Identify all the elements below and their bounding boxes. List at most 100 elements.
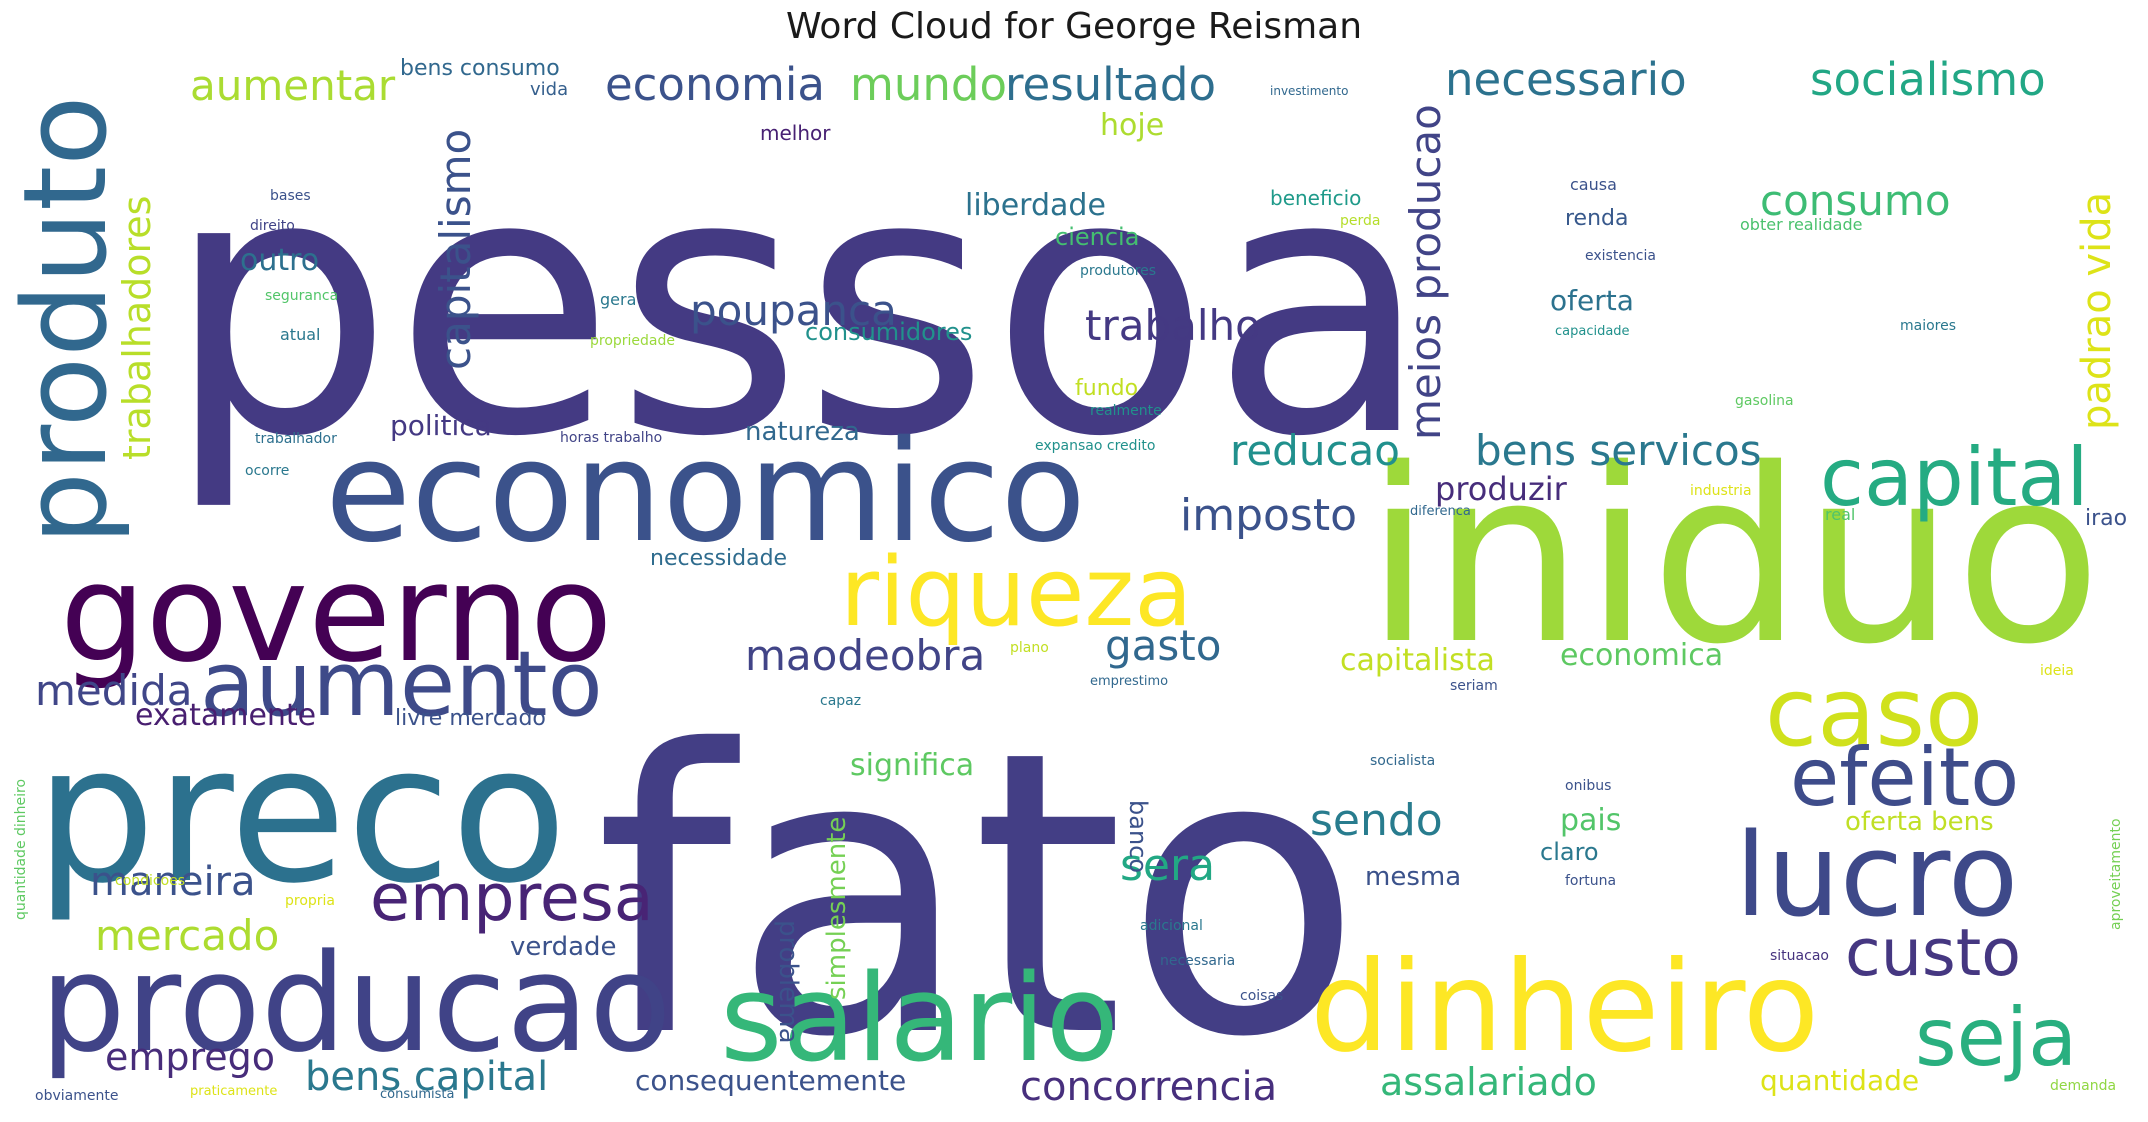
- word-produto: produto: [0, 96, 133, 545]
- word-seja: seja: [1915, 991, 2077, 1084]
- word-fato: fato: [595, 668, 1363, 1122]
- word-consumidores: consumidores: [805, 318, 972, 346]
- word-necessidade: necessidade: [650, 546, 787, 571]
- word-propria: propria: [285, 893, 335, 909]
- word-preco: preco: [35, 704, 567, 925]
- word-dinheiro: dinheiro: [1310, 935, 1819, 1080]
- word-plano: plano: [1010, 640, 1049, 656]
- word-industria: industria: [1690, 483, 1752, 499]
- word-pessoa: pessoa: [165, 96, 1431, 515]
- word-emprestimo: emprestimo: [1090, 674, 1168, 689]
- word-mundo: mundo: [850, 58, 1007, 111]
- word-produtores: produtores: [1080, 263, 1156, 279]
- word-horas-trabalho: horas trabalho: [560, 430, 662, 446]
- word-emprego: emprego: [105, 1035, 275, 1079]
- word-iniduo: iniduo: [1365, 417, 2102, 697]
- word-ideia: ideia: [2040, 663, 2074, 679]
- word-situacao: situacao: [1770, 948, 1829, 964]
- word-problema: problema: [773, 920, 803, 1044]
- word-custo: custo: [1845, 916, 2021, 991]
- word-obviamente: obviamente: [35, 1088, 118, 1104]
- word-causa: causa: [1570, 175, 1617, 194]
- word-gera: gera: [600, 290, 636, 309]
- word-perda: perda: [1340, 213, 1380, 229]
- word-maiores: maiores: [1900, 318, 1956, 334]
- word-liberdade: liberdade: [965, 188, 1106, 223]
- word-verdade: verdade: [510, 932, 617, 962]
- word-resultado: resultado: [1005, 58, 1216, 111]
- word-atual: atual: [280, 325, 320, 344]
- word-hoje: hoje: [1100, 108, 1164, 143]
- word-aumentar: aumentar: [190, 61, 396, 110]
- word-gasto: gasto: [1105, 621, 1221, 670]
- word-oferta-bens: oferta bens: [1845, 807, 1994, 837]
- word-direito: direito: [250, 218, 295, 234]
- word-bens-consumo: bens consumo: [400, 56, 560, 81]
- word-vida: vida: [530, 79, 568, 100]
- word-capitalista: capitalista: [1340, 643, 1495, 678]
- word-economica: economica: [1560, 638, 1723, 673]
- word-coisas: coisas: [1240, 988, 1283, 1004]
- word-aumento: aumento: [200, 632, 603, 737]
- word-demanda: demanda: [2050, 1078, 2116, 1094]
- word-caso: caso: [1765, 658, 1983, 768]
- word-capital: capital: [1820, 431, 2089, 524]
- word-fortuna: fortuna: [1565, 873, 1616, 889]
- word-concorrencia: concorrencia: [1020, 1064, 1277, 1110]
- word-socialismo: socialismo: [1810, 53, 2046, 106]
- word-socialista: socialista: [1370, 753, 1435, 769]
- word-exatamente: exatamente: [135, 698, 316, 733]
- word-sendo: sendo: [1310, 795, 1443, 846]
- word-empresa: empresa: [370, 861, 654, 936]
- word-realmente: realmente: [1090, 403, 1162, 419]
- word-medida: medida: [35, 666, 192, 715]
- word-produzir: produzir: [1435, 470, 1568, 508]
- word-expansao-credito: expansao credito: [1035, 438, 1155, 454]
- word-producao: producao: [40, 925, 672, 1082]
- word-politica: politica: [390, 409, 492, 442]
- word-reducao: reducao: [1230, 426, 1400, 475]
- word-lucro: lucro: [1735, 809, 2018, 943]
- word-onibus: onibus: [1565, 778, 1611, 794]
- word-oferta: oferta: [1550, 284, 1634, 317]
- word-existencia: existencia: [1585, 248, 1656, 264]
- word-necessaria: necessaria: [1160, 953, 1235, 969]
- word-investimento: investimento: [1270, 84, 1348, 98]
- word-significa: significa: [850, 748, 974, 783]
- word-trabalhadores: trabalhadores: [115, 196, 159, 460]
- word-consequentemente: consequentemente: [635, 1064, 906, 1097]
- word-ciencia: ciencia: [1055, 223, 1139, 251]
- word-trabalho: trabalho: [1085, 301, 1261, 350]
- word-capaz: capaz: [820, 693, 861, 709]
- word-riqueza: riqueza: [840, 538, 1193, 648]
- word-bases: bases: [270, 188, 311, 204]
- word-melhor: melhor: [760, 121, 831, 145]
- word-simplesmente: simplesmente: [822, 817, 852, 1000]
- word-salario: salario: [720, 950, 1119, 1089]
- word-economia: economia: [605, 58, 825, 111]
- word-diferenca: diferenca: [1410, 504, 1471, 519]
- word-condicoes: condicoes: [115, 873, 185, 889]
- word-adicional: adicional: [1140, 918, 1203, 934]
- word-livre-mercado: livre mercado: [395, 706, 546, 731]
- word-praticamente: praticamente: [190, 1084, 277, 1099]
- word-seriam: seriam: [1450, 678, 1498, 694]
- word-pais: pais: [1560, 803, 1621, 838]
- word-padrao-vida: padrao vida: [2074, 192, 2120, 430]
- word-aproveitamento: aproveitamento: [2108, 818, 2124, 930]
- word-seguranca: seguranca: [265, 288, 338, 304]
- word-bens-capital: bens capital: [305, 1054, 548, 1100]
- word-imposto: imposto: [1180, 490, 1357, 541]
- word-necessario: necessario: [1445, 53, 1687, 106]
- word-irao: irao: [2085, 506, 2127, 531]
- word-banco: banco: [1124, 800, 1152, 873]
- word-assalariado: assalariado: [1380, 1060, 1597, 1104]
- word-economico: economico: [325, 411, 1086, 574]
- word-claro: claro: [1540, 838, 1599, 866]
- word-capitalismo: capitalismo: [431, 129, 480, 370]
- word-quantidade: quantidade: [1760, 1064, 1919, 1097]
- word-meios-producao: meios producao: [1401, 104, 1450, 440]
- word-propriedade: propriedade: [590, 333, 675, 349]
- word-efeito: efeito: [1790, 731, 2019, 824]
